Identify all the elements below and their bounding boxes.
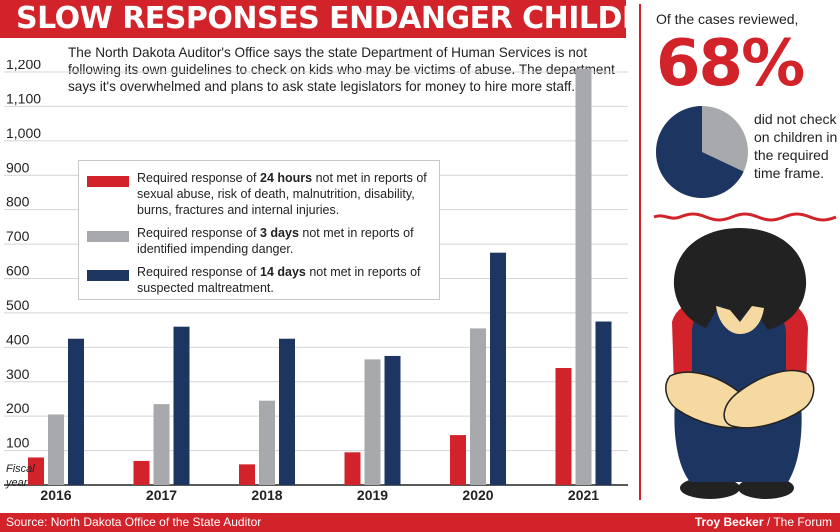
bar-2019-3-days: [364, 359, 381, 485]
bar-2016-24-hours: [28, 457, 44, 485]
sidebar-description: did not check on children in the require…: [754, 111, 838, 181]
headline-banner: SLOW RESPONSES ENDANGER CHILDREN: [0, 0, 690, 38]
y-tick-label: 900: [6, 159, 30, 175]
credit-org: / The Forum: [763, 515, 832, 529]
y-tick-label: 700: [6, 228, 30, 244]
legend-swatch-navy: [87, 270, 129, 281]
bar-2018-3-days: [259, 400, 275, 485]
fiscal-label-line-1: Fiscal: [6, 463, 35, 475]
pie-slice-not-checked: [656, 106, 744, 198]
x-tick-label: 2018: [251, 487, 282, 500]
bar-2018-14-days: [279, 338, 295, 485]
bar-2016-3-days: [48, 414, 64, 485]
fiscal-label-line-2: year: [6, 477, 28, 489]
y-tick-label: 1,100: [6, 90, 41, 106]
y-tick-label: 200: [6, 400, 30, 416]
y-tick-label: 800: [6, 194, 30, 210]
legend-swatch-gray: [87, 231, 129, 242]
bar-2020-24-hours: [450, 435, 466, 485]
y-tick-label: 400: [6, 331, 30, 347]
credit-text: Troy Becker / The Forum: [695, 513, 832, 532]
bar-2019-24-hours: [344, 452, 361, 485]
y-tick-label: 1,200: [6, 60, 41, 72]
source-text: Source: North Dakota Office of the State…: [6, 515, 262, 529]
x-tick-label: 2016: [40, 487, 71, 500]
x-tick-label: 2021: [568, 487, 599, 500]
intro-text: The North Dakota Auditor's Office says t…: [68, 45, 615, 94]
legend-text-14-days: Required response of 14 days not met in …: [137, 265, 421, 295]
bar-2018-24-hours: [239, 464, 255, 485]
footer-bar: Source: North Dakota Office of the State…: [0, 513, 840, 532]
bar-2017-14-days: [173, 326, 190, 485]
x-tick-label: 2020: [462, 487, 493, 500]
bar-2021-3-days: [575, 68, 592, 485]
bar-2020-3-days: [470, 328, 486, 485]
pie-chart: [656, 106, 748, 198]
bar-2017-24-hours: [133, 460, 150, 485]
section-divider: [639, 4, 641, 500]
fiscal-year-label: Fiscal year: [6, 462, 35, 490]
legend-text-24-hours: Required response of 24 hours not met in…: [137, 171, 427, 217]
y-tick-label: 1,000: [6, 125, 41, 141]
legend-swatch-red: [87, 176, 129, 187]
wavy-divider: [653, 212, 837, 222]
bar-2019-14-days: [384, 355, 401, 485]
legend-text-3-days: Required response of 3 days not met in r…: [137, 226, 414, 256]
x-tick-label: 2017: [146, 487, 177, 500]
child-illustration-icon: [665, 228, 815, 499]
y-tick-label: 500: [6, 297, 30, 313]
credit-name: Troy Becker: [694, 515, 764, 529]
chart-legend: Required response of 24 hours not met in…: [78, 160, 440, 300]
bar-2021-14-days: [595, 321, 612, 485]
sidebar-lead: Of the cases reviewed,: [656, 11, 799, 27]
y-tick-label: 100: [6, 435, 30, 451]
bar-2016-14-days: [68, 338, 84, 485]
x-tick-label: 2019: [357, 487, 388, 500]
y-tick-label: 600: [6, 263, 30, 279]
bar-2020-14-days: [490, 252, 506, 485]
bar-chart: 100 200 300 400 500 600 700 800 900 1,000 1,100 1,2…: [4, 60, 628, 500]
bar-2017-3-days: [153, 404, 170, 485]
bar-2021-24-hours: [555, 367, 572, 485]
headline-title: SLOW RESPONSES ENDANGER CHILDREN: [16, 1, 690, 36]
y-tick-label: 300: [6, 366, 30, 382]
sidebar-percent: 68%: [656, 27, 805, 101]
